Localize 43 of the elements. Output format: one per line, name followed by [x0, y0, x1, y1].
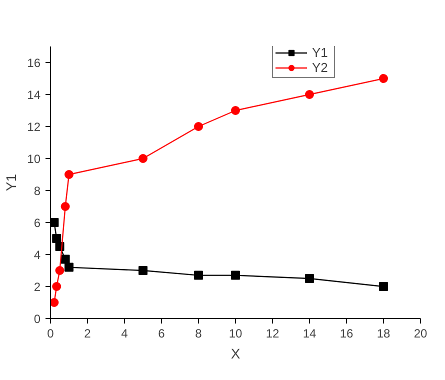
x-tick-label: 12 — [266, 326, 280, 340]
point — [64, 262, 74, 272]
y-tick-label: 8 — [34, 184, 41, 198]
x-tick-label: 16 — [340, 326, 354, 340]
point — [305, 274, 314, 283]
x-tick-label: 20 — [414, 326, 428, 340]
legend-label: Y2 — [312, 60, 329, 75]
point — [52, 282, 62, 291]
point — [138, 266, 148, 275]
x-tick-label: 8 — [195, 326, 202, 340]
x-tick-label: 10 — [228, 326, 242, 340]
y-tick-label: 12 — [27, 120, 41, 134]
x-tick-label: 2 — [84, 326, 92, 340]
point — [379, 282, 388, 291]
point — [138, 154, 148, 163]
y-tick-label: 4 — [34, 248, 41, 262]
y-tick-label: 16 — [27, 56, 41, 70]
point — [52, 234, 62, 243]
point — [60, 254, 70, 264]
x-tick-label: 18 — [376, 326, 390, 340]
y-tick-label: 10 — [27, 152, 41, 166]
point — [305, 90, 314, 99]
y-tick-label: 0 — [34, 312, 41, 326]
point — [194, 270, 203, 280]
y-tick-label: 14 — [27, 88, 41, 102]
y-tick-label: 6 — [34, 216, 41, 230]
point — [64, 170, 74, 179]
point — [50, 298, 59, 307]
x-tick-label: 14 — [302, 326, 316, 340]
y-tick-label: 2 — [34, 280, 41, 294]
legend-label: Y1 — [312, 45, 329, 60]
point — [379, 74, 388, 83]
point — [231, 270, 240, 280]
point — [55, 266, 64, 275]
point — [231, 106, 240, 115]
x-tick-label: 6 — [158, 326, 166, 340]
x-axis-title: X — [230, 346, 241, 362]
y-axis-title: Y1 — [3, 174, 20, 192]
point — [50, 218, 59, 227]
point — [194, 122, 203, 131]
point — [60, 202, 70, 211]
x-tick-label: 0 — [47, 326, 54, 340]
x-tick-label: 4 — [121, 326, 128, 340]
